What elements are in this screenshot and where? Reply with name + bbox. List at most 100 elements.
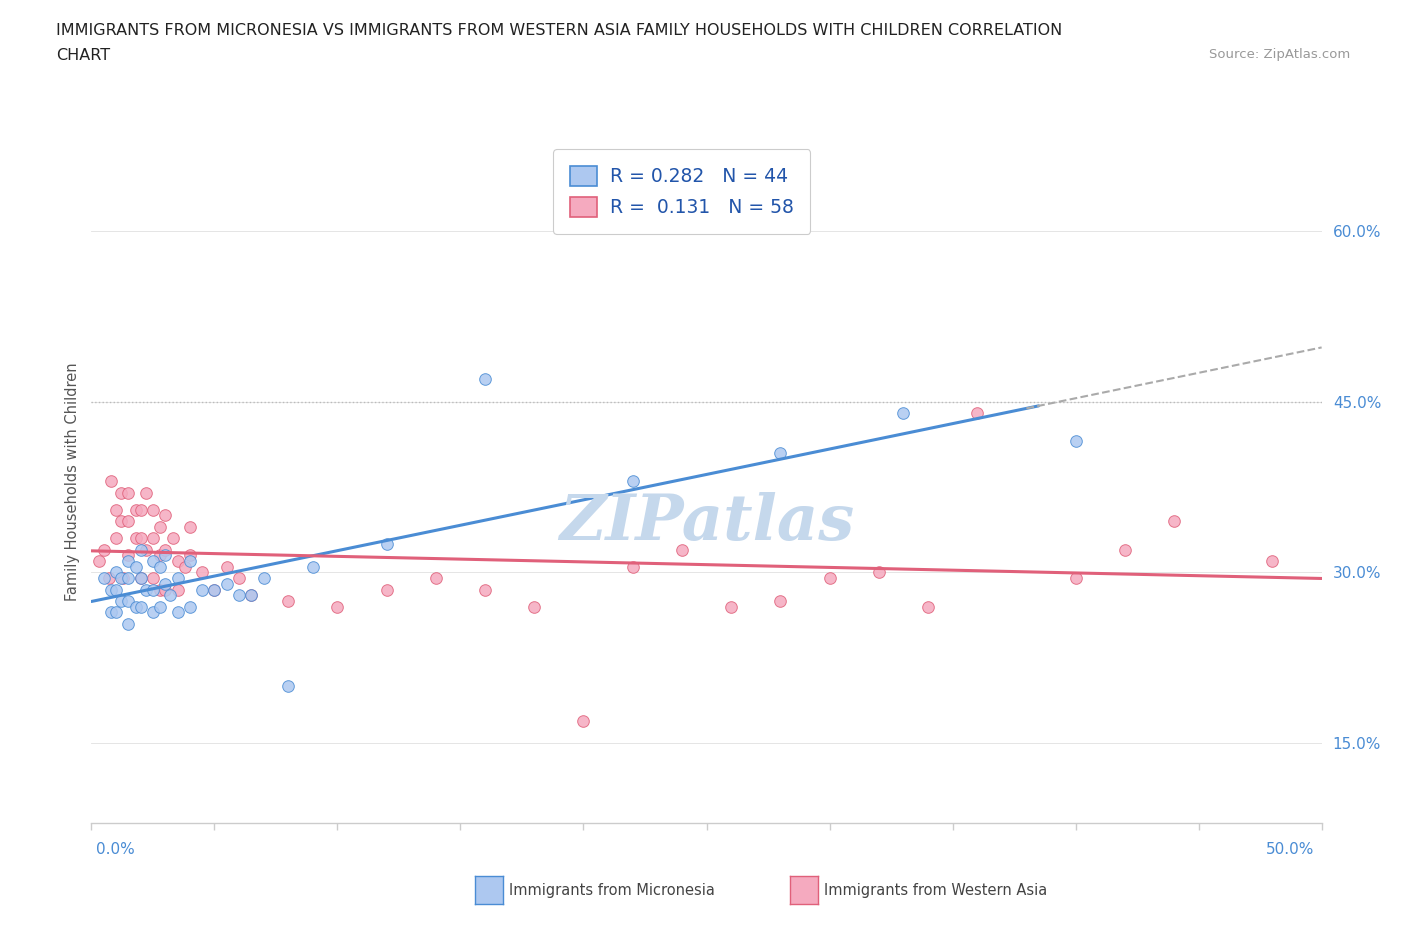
Point [105, 502, 127, 517]
Point [149, 519, 172, 534]
Point [129, 502, 152, 517]
Point [474, 371, 496, 386]
Point [1064, 571, 1087, 586]
Point [105, 565, 127, 580]
Text: IMMIGRANTS FROM MICRONESIA VS IMMIGRANTS FROM WESTERN ASIA FAMILY HOUSEHOLDS WIT: IMMIGRANTS FROM MICRONESIA VS IMMIGRANTS… [56, 23, 1063, 38]
Point [166, 553, 188, 568]
Point [202, 582, 225, 597]
Point [153, 582, 177, 597]
Point [142, 531, 165, 546]
Point [179, 553, 201, 568]
Point [917, 599, 939, 614]
Text: Immigrants from Western Asia: Immigrants from Western Asia [824, 883, 1047, 897]
Text: 0.0%: 0.0% [96, 842, 135, 857]
Point [117, 513, 139, 528]
Point [117, 593, 139, 608]
Point [135, 542, 156, 557]
Point [818, 571, 841, 586]
Point [240, 588, 263, 603]
Point [112, 571, 135, 586]
Point [149, 548, 172, 563]
Text: ZIPatlas: ZIPatlas [560, 492, 853, 553]
Point [135, 582, 156, 597]
Point [117, 617, 139, 631]
Text: Immigrants from Micronesia: Immigrants from Micronesia [509, 883, 714, 897]
Point [1163, 513, 1185, 528]
Point [166, 604, 188, 619]
Point [87, 553, 110, 568]
Point [179, 599, 201, 614]
Point [891, 405, 914, 420]
Point [153, 542, 177, 557]
Point [253, 571, 276, 586]
Point [240, 588, 263, 603]
Point [375, 582, 398, 597]
Point [202, 582, 225, 597]
Text: 50.0%: 50.0% [1267, 842, 1315, 857]
Point [162, 531, 184, 546]
Point [191, 565, 214, 580]
Point [153, 577, 177, 591]
Point [149, 599, 172, 614]
Point [720, 599, 742, 614]
Point [93, 542, 115, 557]
Point [129, 599, 152, 614]
Point [191, 582, 214, 597]
Point [117, 548, 139, 563]
Point [277, 679, 299, 694]
Point [523, 599, 546, 614]
Point [129, 542, 152, 557]
Point [277, 593, 299, 608]
Point [142, 502, 165, 517]
Point [124, 599, 146, 614]
Point [166, 582, 188, 597]
Point [179, 548, 201, 563]
Point [474, 582, 496, 597]
Point [100, 604, 122, 619]
Point [868, 565, 890, 580]
Point [326, 599, 349, 614]
Point [110, 593, 132, 608]
Point [375, 537, 398, 551]
Text: Source: ZipAtlas.com: Source: ZipAtlas.com [1209, 48, 1350, 61]
Point [1064, 434, 1087, 449]
Point [1261, 553, 1284, 568]
Point [105, 582, 127, 597]
Point [301, 559, 323, 574]
Point [671, 542, 693, 557]
Point [110, 571, 132, 586]
Point [215, 577, 238, 591]
Point [117, 571, 139, 586]
Point [769, 593, 792, 608]
Point [149, 582, 172, 597]
Point [142, 571, 165, 586]
Point [129, 571, 152, 586]
Point [572, 713, 595, 728]
Point [129, 531, 152, 546]
Point [100, 582, 122, 597]
Point [153, 548, 177, 563]
Point [105, 531, 127, 546]
Point [129, 571, 152, 586]
Point [621, 559, 644, 574]
Point [110, 513, 132, 528]
Point [215, 559, 238, 574]
Point [228, 571, 250, 586]
Y-axis label: Family Households with Children: Family Households with Children [65, 362, 80, 601]
Point [117, 553, 139, 568]
Point [769, 445, 792, 460]
Text: CHART: CHART [56, 48, 110, 63]
Point [100, 474, 122, 489]
Point [117, 485, 139, 500]
Point [153, 508, 177, 523]
Point [1114, 542, 1136, 557]
Point [110, 485, 132, 500]
Point [97, 571, 120, 586]
Point [124, 559, 146, 574]
Legend: R = 0.282   N = 44, R =  0.131   N = 58: R = 0.282 N = 44, R = 0.131 N = 58 [554, 149, 810, 234]
Point [179, 519, 201, 534]
Point [124, 531, 146, 546]
Point [142, 553, 165, 568]
Point [135, 485, 156, 500]
Point [621, 474, 644, 489]
